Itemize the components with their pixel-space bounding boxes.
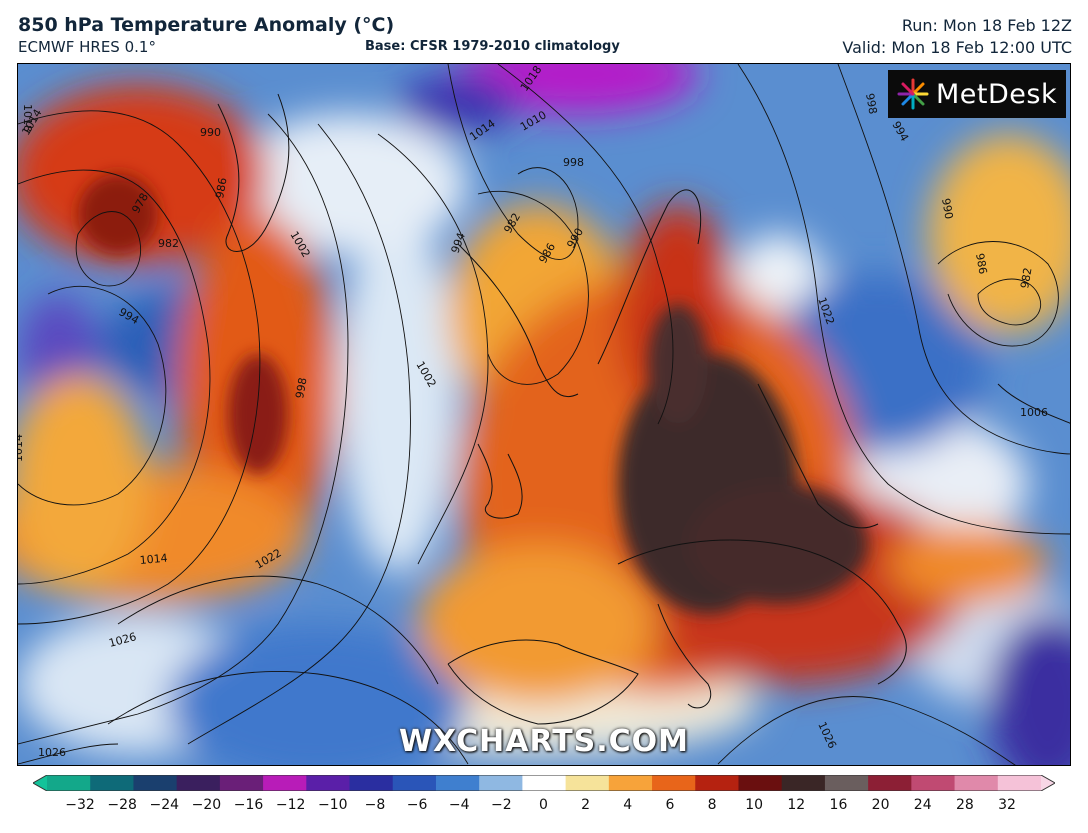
colorbar-segment (90, 775, 135, 791)
colorbar-segment (824, 775, 869, 791)
isobar-label: 998 (563, 156, 584, 169)
colorbar-tick-label: −16 (233, 797, 264, 813)
colorbar (33, 775, 1055, 791)
colorbar-segment (219, 775, 264, 791)
climatology-base: Base: CFSR 1979-2010 climatology (365, 39, 620, 54)
model-name: ECMWF HRES 0.1° (18, 38, 156, 56)
isobar-label: 990 (200, 126, 221, 139)
colorbar-segment (522, 775, 567, 791)
metdesk-logo: MetDesk (888, 70, 1066, 118)
colorbar-tick-label: 32 (998, 797, 1016, 813)
colorbar-segment (695, 775, 740, 791)
colorbar-tick-label: 8 (707, 797, 717, 813)
colorbar-segment (868, 775, 912, 791)
colorbar-tick-label: 16 (829, 797, 848, 813)
isobars (18, 64, 1070, 765)
colorbar-tick-label: 6 (665, 797, 675, 813)
isobar-label: 990 (939, 197, 955, 220)
colorbar-tick-label: 4 (623, 797, 633, 813)
colorbar-segment (911, 775, 956, 791)
colorbar-ticks: −32 −28 −24 −20 −16 −12 −10 −8 −6 −4 −2 0 2 4 6 8 10 12 16… (0, 797, 1088, 821)
colorbar-tick-label: 20 (871, 797, 890, 813)
colorbar-segment (954, 775, 999, 791)
colorbar-tick-label: −10 (318, 797, 348, 813)
isobar-label: 986 (973, 252, 989, 275)
colorbar-tick-label: −28 (107, 797, 137, 813)
isobar-label: 986 (213, 177, 229, 200)
colorbar-min-arrow (33, 775, 47, 791)
coastlines (217, 93, 1070, 725)
colorbar-segment (133, 775, 178, 791)
colorbar-tick-label: −8 (364, 797, 386, 813)
isobar-label: 982 (1018, 267, 1034, 290)
colorbar-tick-label: −24 (149, 797, 180, 813)
valid-time: Valid: Mon 18 Feb 12:00 UTC (842, 38, 1072, 57)
colorbar-tick-label: 10 (745, 797, 764, 813)
colorbar-segment (565, 775, 610, 791)
colorbar-segment (392, 775, 437, 791)
anomaly-map[interactable]: 1018 1014 990 978 986 982 994 1002 998 1… (17, 63, 1071, 766)
colorbar-max-arrow (1041, 775, 1055, 791)
isobar-label: 1014 (18, 434, 25, 462)
isobar-label: 982 (158, 237, 179, 250)
map-field: 1018 1014 990 978 986 982 994 1002 998 1… (18, 64, 1070, 765)
colorbar-segment (997, 775, 1042, 791)
colorbar-segment (781, 775, 826, 791)
watermark: WXCHARTS.COM (398, 724, 690, 759)
colorbar-segment (435, 775, 480, 791)
colorbar-tick-label: −4 (448, 797, 470, 813)
colorbar-tick-label: −12 (275, 797, 306, 813)
colorbar-segment (306, 775, 351, 791)
colorbar-tick-label: −2 (491, 797, 512, 813)
colorbar-tick-label: −32 (65, 797, 95, 813)
colorbar-segment (652, 775, 696, 791)
colorbar-tick-label: −20 (191, 797, 222, 813)
colorbar-segment (47, 775, 91, 791)
colorbar-segment (738, 775, 783, 791)
colorbar-tick-label: −6 (406, 797, 428, 813)
colorbar-tick-label: 0 (539, 797, 548, 813)
colorbar-segment (176, 775, 221, 791)
colorbar-segment (263, 775, 307, 791)
metdesk-starburst-icon (896, 77, 930, 111)
colorbar-segment (349, 775, 394, 791)
run-time: Run: Mon 18 Feb 12Z (901, 16, 1072, 35)
colorbar-tick-label: 12 (787, 797, 806, 813)
isobar-label: 1018 (21, 104, 34, 132)
metdesk-logo-text: MetDesk (936, 78, 1058, 110)
isobar-label: 1006 (1020, 406, 1048, 419)
colorbar-segment (479, 775, 523, 791)
colorbar-segment (608, 775, 653, 791)
chart-title: 850 hPa Temperature Anomaly (°C) (18, 14, 395, 36)
isobar-label: 1014 (139, 552, 168, 567)
isobar-label: 1026 (38, 746, 66, 759)
colorbar-tick-label: 2 (581, 797, 591, 813)
isobar-label: 998 (863, 92, 879, 115)
colorbar-tick-label: 28 (955, 797, 974, 813)
colorbar-tick-label: 24 (913, 797, 932, 813)
isobar-label: 998 (293, 377, 309, 400)
